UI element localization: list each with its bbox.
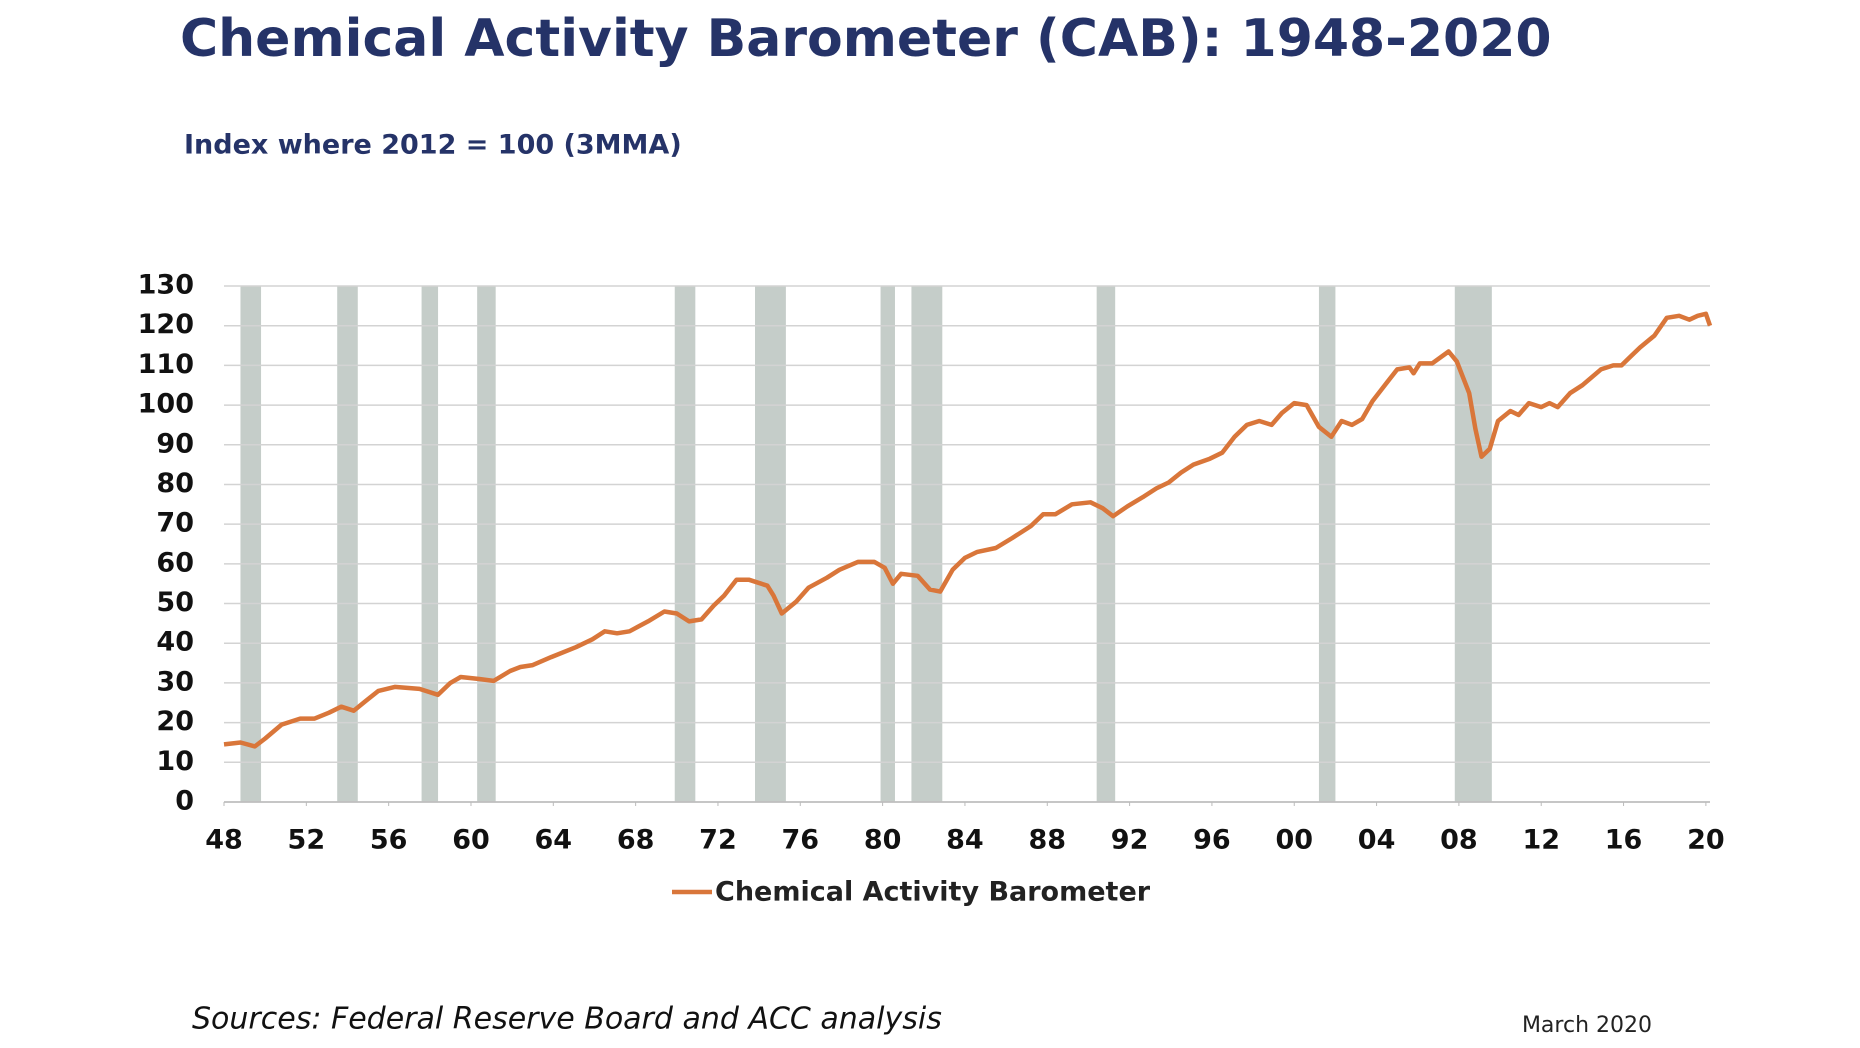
x-tick-label: 16 [1605,825,1643,856]
y-tick-label: 0 [175,786,194,817]
x-tick-label: 60 [452,825,490,856]
y-tick-label: 90 [156,428,194,459]
chart-title: Chemical Activity Barometer (CAB): 1948-… [180,9,1552,69]
y-tick-label: 40 [156,627,194,658]
x-tick-label: 12 [1522,825,1560,856]
x-tick-label: 00 [1275,825,1313,856]
x-tick-label: 52 [288,825,326,856]
shaded-period [674,286,696,802]
x-tick-label: 68 [617,825,655,856]
x-tick-label: 20 [1687,825,1725,856]
shaded-period [477,286,496,802]
shaded-period [421,286,439,802]
data-line [223,311,1713,749]
y-tick-label: 110 [138,349,194,380]
y-tick-label: 60 [156,547,194,578]
shaded-period [1318,286,1336,802]
x-tick-label: 80 [864,825,902,856]
source-note: Sources: Federal Reserve Board and ACC a… [192,1002,942,1037]
legend-label: Chemical Activity Barometer [715,877,1151,908]
x-tick-label: 48 [205,825,243,856]
y-tick-label: 120 [138,309,194,340]
shaded-period [880,286,895,802]
x-tick-label: 76 [781,825,819,856]
date-note: March 2020 [1522,1013,1652,1038]
y-tick-label: 80 [156,468,194,499]
x-tick-label: 96 [1193,825,1231,856]
x-tick-label: 56 [370,825,408,856]
y-tick-label: 130 [138,270,194,301]
x-tick-label: 84 [946,825,984,856]
shaded-period [337,286,358,802]
shaded-period [755,286,786,802]
y-tick-label: 70 [156,508,194,539]
x-tick-label: 72 [699,825,737,856]
x-tick-label: 64 [535,825,573,856]
x-tick-label: 04 [1358,825,1396,856]
shaded-period [1096,286,1116,802]
y-tick-label: 20 [156,706,194,737]
y-tick-label: 10 [156,746,194,777]
shaded-period [240,286,262,802]
chart-subtitle: Index where 2012 = 100 (3MMA) [184,130,682,161]
x-tick-label: 92 [1111,825,1149,856]
y-tick-label: 30 [156,666,194,697]
shaded-period [1454,286,1492,802]
y-tick-label: 100 [138,389,194,420]
x-tick-label: 08 [1440,825,1478,856]
x-tick-label: 88 [1028,825,1066,856]
shaded-period [911,286,943,802]
y-tick-label: 50 [156,587,194,618]
